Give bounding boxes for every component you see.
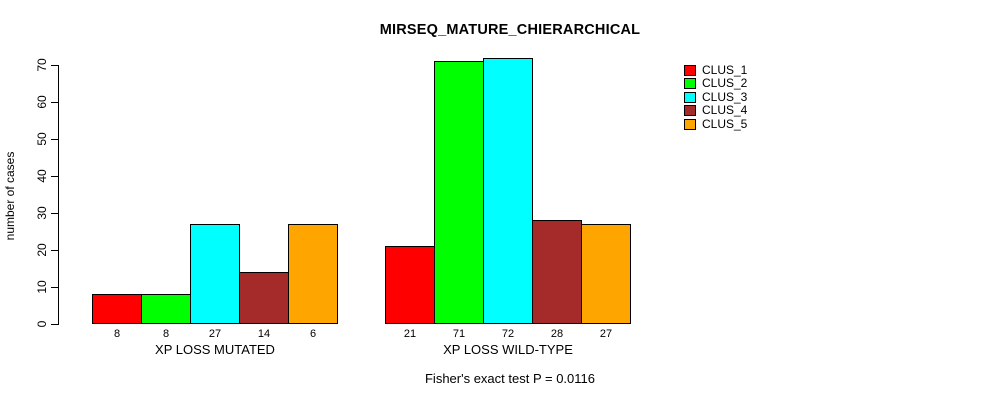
y-axis-tick-label: 70 bbox=[35, 58, 49, 72]
bar-value-label: 27 bbox=[599, 328, 613, 340]
bar-value-label: 21 bbox=[403, 328, 417, 340]
bar-value-label: 72 bbox=[501, 328, 515, 340]
bar-value-label: 71 bbox=[452, 328, 466, 340]
annotation-text: Fisher's exact test P = 0.0116 bbox=[424, 371, 595, 386]
bar-clus_4 bbox=[239, 272, 289, 324]
y-axis-tick-label: 40 bbox=[35, 169, 49, 183]
y-axis-tick-label: 0 bbox=[35, 320, 49, 328]
legend-swatch bbox=[684, 65, 696, 76]
bar-clus_1 bbox=[92, 294, 142, 324]
legend-label: CLUS_3 bbox=[702, 89, 748, 104]
legend-item: CLUS_5 bbox=[684, 116, 748, 131]
legend-swatch bbox=[684, 105, 696, 117]
y-axis-tick bbox=[51, 176, 58, 177]
bar-clus_5 bbox=[581, 224, 631, 324]
group-label: XP LOSS WILD-TYPE bbox=[443, 342, 573, 357]
y-axis-tick-label: 10 bbox=[35, 280, 49, 294]
y-axis-tick-label: 50 bbox=[35, 132, 49, 146]
bar-clus_2 bbox=[434, 61, 484, 324]
legend: CLUS_1 CLUS_2 CLUS_3 CLUS_4 CLUS_5 bbox=[684, 63, 748, 131]
bar-clus_3 bbox=[190, 224, 240, 324]
legend-item: CLUS_2 bbox=[684, 76, 748, 91]
y-axis-tick bbox=[51, 102, 58, 103]
y-axis-tick bbox=[51, 65, 58, 66]
legend-label: CLUS_5 bbox=[702, 116, 748, 131]
bar-clus_4 bbox=[532, 220, 582, 324]
bar-value-label: 14 bbox=[257, 328, 271, 340]
y-axis-tick bbox=[51, 213, 58, 214]
chart-title: MIRSEQ_MATURE_CHIERARCHICAL bbox=[379, 22, 641, 38]
bar-clus_2 bbox=[141, 294, 191, 324]
y-axis-label: number of cases bbox=[3, 151, 17, 241]
bar-value-label: 28 bbox=[550, 328, 564, 340]
bar-clus_1 bbox=[385, 246, 435, 324]
legend-item: CLUS_4 bbox=[684, 103, 748, 118]
y-axis-tick-label: 60 bbox=[35, 95, 49, 109]
y-axis-tick-label: 20 bbox=[35, 243, 49, 257]
bar-value-label: 8 bbox=[162, 328, 170, 340]
bar-value-label: 27 bbox=[208, 328, 222, 340]
y-axis-line bbox=[58, 65, 59, 325]
y-axis-tick bbox=[51, 324, 58, 325]
bar-value-label: 6 bbox=[309, 328, 317, 340]
legend-label: CLUS_2 bbox=[702, 76, 748, 91]
legend-swatch bbox=[684, 118, 696, 130]
y-axis-tick bbox=[51, 250, 58, 251]
legend-swatch bbox=[684, 91, 696, 103]
legend-item: CLUS_3 bbox=[684, 89, 748, 104]
legend-item: CLUS_1 bbox=[684, 63, 748, 77]
bar-clus_3 bbox=[483, 58, 533, 324]
group-label: XP LOSS MUTATED bbox=[155, 342, 275, 357]
bar-value-label: 8 bbox=[113, 328, 121, 340]
bar-clus_5 bbox=[288, 224, 338, 324]
y-axis-tick-label: 30 bbox=[35, 206, 49, 220]
legend-label: CLUS_4 bbox=[702, 103, 748, 118]
legend-swatch bbox=[684, 78, 696, 90]
legend-label: CLUS_1 bbox=[702, 63, 748, 77]
y-axis-tick bbox=[51, 287, 58, 288]
y-axis-tick bbox=[51, 139, 58, 140]
